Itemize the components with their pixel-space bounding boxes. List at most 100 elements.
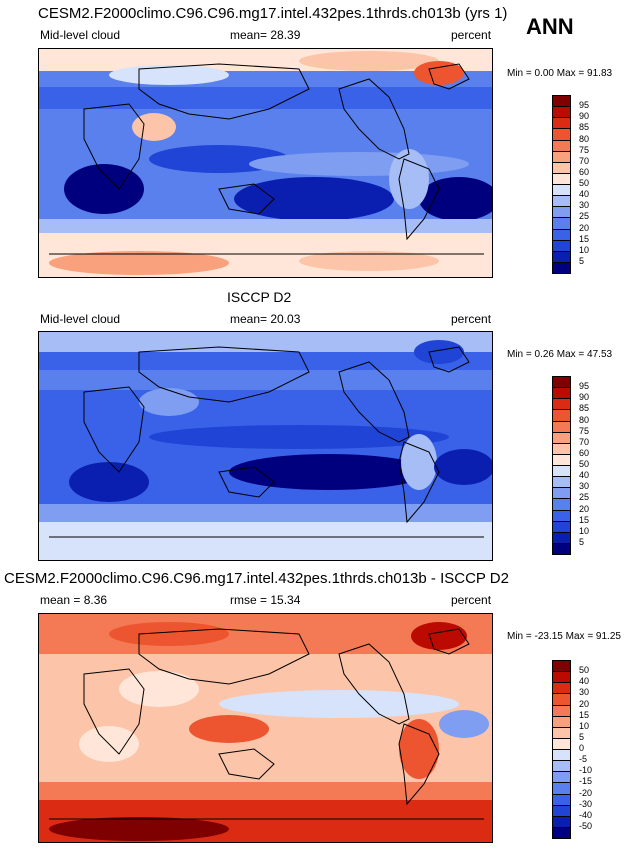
colorbar-swatch [552, 726, 571, 739]
colorbar-swatch [552, 139, 571, 152]
colorbar-tick-label: -20 [579, 787, 593, 798]
colorbar-swatch [552, 476, 571, 489]
colorbar-swatch [552, 737, 571, 750]
colorbar-tick-label: 90 [579, 111, 590, 122]
colorbar-tick-label: -40 [579, 809, 593, 820]
colorbar-swatch [552, 749, 571, 762]
colorbar-swatch [552, 217, 571, 230]
colorbar-tick-label: 5 [579, 731, 585, 742]
colorbar-swatch [552, 509, 571, 522]
colorbar-tick-label: 50 [579, 459, 590, 469]
colorbar-swatch [552, 261, 571, 274]
panel3-map [38, 613, 493, 843]
colorbar-swatch [552, 172, 571, 185]
colorbar-swatch [552, 376, 571, 389]
colorbar-swatch [552, 420, 571, 433]
panel1-units-label: percent [451, 28, 492, 42]
colorbar-swatch [552, 431, 571, 444]
colorbar-tick-label: 25 [579, 211, 590, 222]
season-label: ANN [526, 14, 574, 39]
colorbar-tick-label: 10 [579, 720, 590, 731]
colorbar-tick-label: 10 [579, 244, 590, 255]
colorbar-tick-label: 5 [579, 255, 585, 266]
panel1-minmax-label: Min = 0.00 Max = 91.83 [507, 68, 613, 79]
colorbar-swatch [552, 715, 571, 728]
panel1-mean-label: mean= 28.39 [230, 28, 301, 42]
colorbar-swatch [552, 771, 571, 784]
colorbar-tick-label: 95 [579, 100, 590, 111]
colorbar-tick-label: -10 [579, 765, 593, 776]
colorbar-swatch [552, 487, 571, 500]
colorbar-swatch [552, 693, 571, 706]
panel2-variable-label: Mid-level cloud [40, 312, 121, 326]
colorbar-swatch [552, 117, 571, 130]
colorbar-swatch [552, 195, 571, 208]
colorbar-swatch [552, 150, 571, 163]
colorbar-tick-label: -30 [579, 798, 593, 809]
colorbar-swatch [552, 704, 571, 717]
colorbar-tick-label: 20 [579, 503, 590, 514]
panel2-minmax-label: Min = 0.26 Max = 47.53 [507, 349, 613, 360]
colorbar-swatch [552, 398, 571, 411]
panel3-units-label: percent [451, 593, 492, 607]
colorbar-tick-label: 75 [579, 425, 590, 436]
colorbar-swatch [552, 465, 571, 478]
panel2-units-label: percent [451, 312, 492, 326]
colorbar-tick-label: 20 [579, 222, 590, 233]
colorbar-tick-label: 40 [579, 189, 590, 200]
panel3-title: CESM2.F2000climo.C96.C96.mg17.intel.432p… [4, 570, 509, 587]
colorbar-tick-label: -5 [579, 754, 588, 765]
colorbar-swatch [552, 682, 571, 695]
colorbar-swatch [552, 128, 571, 141]
colorbar-tick-label: 70 [579, 155, 590, 166]
panel3-colorbar: -50 -40 -30 -20 -15 -10 -5 0 5 10 15 20 30 40 50 [552, 660, 612, 839]
colorbar-tick-label: 60 [579, 447, 590, 458]
panel1-map [38, 48, 493, 278]
colorbar-tick-label: 10 [579, 525, 590, 536]
colorbar-swatch [552, 453, 571, 466]
colorbar-tick-label: 90 [579, 392, 590, 403]
colorbar-tick-label: 50 [579, 178, 590, 188]
panel2-mean-label: mean= 20.03 [230, 312, 301, 326]
colorbar-tick-label: 50 [579, 665, 590, 676]
colorbar-swatch [552, 161, 571, 174]
colorbar-tick-label: 70 [579, 436, 590, 447]
colorbar-tick-label: 85 [579, 403, 590, 414]
colorbar-swatch [552, 531, 571, 544]
colorbar-tick-label: 30 [579, 687, 590, 698]
colorbar-swatch [552, 826, 571, 839]
colorbar-tick-label: 40 [579, 676, 590, 687]
colorbar-tick-label: 15 [579, 514, 590, 525]
colorbar-swatch [552, 409, 571, 422]
colorbar-swatch [552, 228, 571, 241]
colorbar-swatch [552, 184, 571, 197]
colorbar-tick-label: -50 [579, 820, 593, 831]
panel1-colorbar: 5 10 15 20 25 30 40 50 60 70 75 80 85 90 95 [552, 95, 612, 274]
panel3-rmse-label: rmse = 15.34 [230, 593, 301, 607]
colorbar-tick-label: 85 [579, 122, 590, 133]
colorbar-swatch [552, 782, 571, 795]
colorbar-tick-label: 80 [579, 133, 590, 144]
colorbar-tick-label: 40 [579, 470, 590, 481]
colorbar-tick-label: 80 [579, 414, 590, 425]
colorbar-swatch [552, 815, 571, 828]
colorbar-swatch [552, 498, 571, 511]
colorbar-tick-label: 0 [579, 743, 585, 753]
panel2-map [38, 331, 493, 561]
panel3-minmax-label: Min = -23.15 Max = 91.25 [507, 631, 621, 642]
colorbar-tick-label: 15 [579, 233, 590, 244]
colorbar-tick-label: 5 [579, 536, 585, 547]
colorbar-swatch [552, 206, 571, 219]
colorbar-swatch [552, 106, 571, 119]
panel2-colorbar: 5 10 15 20 25 30 40 50 60 70 75 80 85 90 95 [552, 376, 612, 555]
panel1-variable-label: Mid-level cloud [40, 28, 121, 42]
colorbar-swatch [552, 387, 571, 400]
colorbar-tick-label: 30 [579, 200, 590, 211]
colorbar-tick-label: 30 [579, 481, 590, 492]
colorbar-swatch [552, 95, 571, 108]
colorbar-tick-label: 20 [579, 698, 590, 709]
colorbar-swatch [552, 793, 571, 806]
colorbar-swatch [552, 542, 571, 555]
colorbar-tick-label: 95 [579, 381, 590, 392]
colorbar-swatch [552, 804, 571, 817]
